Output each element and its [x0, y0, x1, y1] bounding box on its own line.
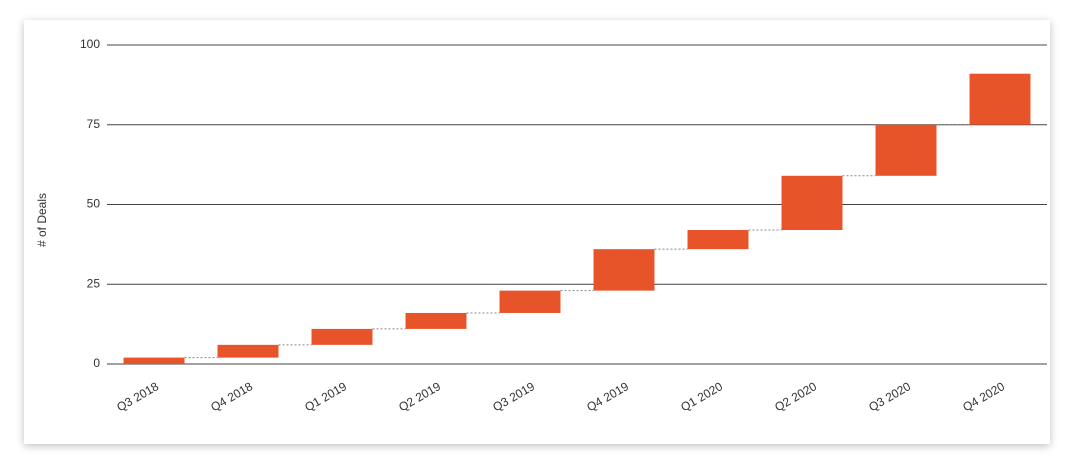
- y-tick-label: 25: [87, 276, 101, 290]
- y-axis-label: # of Deals: [35, 193, 49, 247]
- bar: [405, 312, 467, 329]
- x-tick-label: Q2 2020: [772, 379, 819, 414]
- y-tick-label: 75: [87, 117, 101, 131]
- x-tick-label: Q3 2019: [490, 379, 537, 414]
- x-tick-label: Q4 2018: [208, 379, 255, 414]
- bar: [781, 175, 843, 231]
- x-tick-label: Q1 2019: [302, 379, 349, 414]
- x-tick-label: Q1 2020: [678, 379, 725, 414]
- y-tick-label: 100: [80, 37, 100, 51]
- bar: [311, 328, 373, 345]
- bar: [875, 124, 937, 176]
- bar: [969, 73, 1031, 125]
- x-tick-label: Q2 2019: [396, 379, 443, 414]
- y-tick-label: 50: [87, 197, 101, 211]
- chart-panel: [24, 20, 1050, 444]
- x-tick-label: Q3 2020: [866, 379, 913, 414]
- bar: [217, 344, 279, 358]
- x-tick-label: Q4 2019: [584, 379, 631, 414]
- bar: [687, 230, 749, 250]
- bar: [123, 357, 185, 364]
- x-tick-label: Q4 2020: [960, 379, 1007, 414]
- y-tick-label: 0: [93, 356, 100, 370]
- x-tick-label: Q3 2018: [114, 379, 161, 414]
- bar: [593, 249, 655, 291]
- bar: [499, 290, 561, 313]
